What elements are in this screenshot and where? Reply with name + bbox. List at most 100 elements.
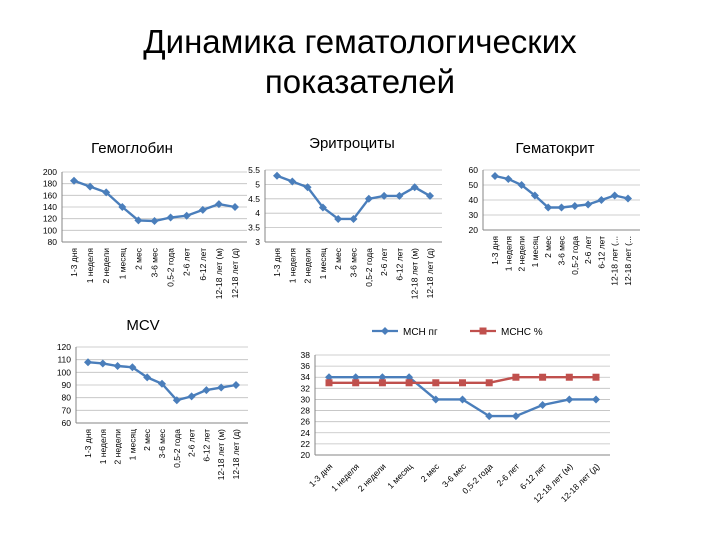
- slide-title: Динамика гематологических показателей: [0, 22, 720, 102]
- data-point: [214, 200, 223, 209]
- x-tick-label: 6-12 лет: [198, 248, 208, 281]
- data-point: [530, 191, 539, 200]
- data-point: [334, 214, 343, 223]
- y-tick-label: 4: [255, 208, 260, 218]
- data-point: [198, 205, 207, 214]
- data-point: [217, 383, 226, 392]
- data-point: [584, 200, 593, 209]
- legend-label: MCHC %: [501, 327, 543, 338]
- x-tick-label: 6-12 лет: [394, 248, 404, 281]
- x-tick-label: 1-3 дня: [69, 248, 79, 277]
- data-point: [84, 358, 92, 367]
- x-tick-label: 2 недели: [356, 461, 388, 493]
- data-point: [565, 373, 573, 381]
- x-tick-label: 1 месяц: [318, 248, 328, 280]
- data-point: [351, 373, 360, 382]
- y-tick-label: 32: [301, 383, 311, 393]
- y-tick-label: 34: [301, 372, 311, 382]
- data-point: [432, 379, 440, 387]
- x-tick-label: 2-6 лет: [379, 248, 389, 276]
- x-tick-label: 2 недели: [303, 248, 313, 284]
- x-tick-label: 2-6 лет: [182, 248, 192, 276]
- y-tick-label: 100: [57, 367, 71, 377]
- x-tick-label: 2 мес: [133, 247, 143, 270]
- data-point: [143, 373, 152, 382]
- data-point: [325, 373, 333, 382]
- data-point: [303, 183, 312, 192]
- y-tick-label: 50: [469, 180, 479, 190]
- data-point: [592, 395, 600, 404]
- data-point: [318, 203, 327, 212]
- y-tick-label: 3: [255, 237, 260, 247]
- data-point: [565, 395, 574, 404]
- data-point: [491, 172, 499, 180]
- x-tick-label: 2-6 лет: [583, 236, 593, 264]
- y-tick-label: 30: [469, 210, 479, 220]
- x-tick-label: 2-6 лет: [187, 429, 197, 457]
- erythrocytes-chart-title: Эритроциты: [309, 135, 395, 152]
- x-tick-label: 1 месяц: [385, 461, 414, 490]
- y-tick-label: 140: [43, 202, 57, 212]
- data-point: [624, 194, 632, 203]
- x-tick-label: 1-3 дня: [272, 248, 282, 277]
- data-point: [202, 386, 211, 395]
- x-tick-label: 1 неделя: [503, 236, 513, 272]
- data-point: [517, 181, 526, 189]
- y-tick-label: 120: [57, 342, 71, 352]
- hematocrit-chart-title: Гематокрит: [516, 140, 595, 157]
- data-point: [172, 396, 181, 405]
- legend-label: MCH пг: [403, 327, 438, 338]
- data-point: [166, 213, 175, 222]
- data-point: [395, 191, 404, 200]
- x-tick-label: 2 недели: [113, 429, 123, 465]
- data-point: [597, 196, 606, 204]
- data-point: [544, 203, 553, 212]
- data-point: [349, 214, 358, 223]
- x-tick-label: 6-12 лет: [596, 236, 606, 269]
- data-point: [273, 171, 281, 180]
- x-tick-label: 12-18 лет (д): [230, 248, 240, 299]
- x-tick-label: 12-18 лет (м): [216, 429, 226, 480]
- data-point: [539, 373, 547, 381]
- data-point: [232, 381, 240, 389]
- data-point: [288, 177, 297, 186]
- x-tick-label: 1 неделя: [287, 248, 297, 284]
- data-point: [70, 176, 78, 185]
- data-point: [405, 379, 413, 387]
- x-tick-label: 12-18 лет (...: [610, 236, 620, 286]
- x-tick-label: 1 месяц: [530, 236, 540, 268]
- y-tick-label: 110: [57, 355, 71, 365]
- legend-marker: [479, 327, 487, 335]
- x-tick-label: 0,5-2 года: [172, 429, 182, 468]
- data-point: [231, 203, 239, 211]
- data-point: [592, 373, 600, 381]
- x-tick-label: 2 недели: [101, 248, 111, 284]
- x-tick-label: 1-3 дня: [83, 429, 93, 458]
- y-tick-label: 80: [48, 237, 58, 247]
- y-tick-label: 3.5: [248, 223, 260, 233]
- y-tick-label: 20: [469, 225, 479, 235]
- y-tick-label: 36: [301, 361, 311, 371]
- y-tick-label: 26: [301, 417, 311, 427]
- x-tick-label: 1-3 дня: [490, 236, 500, 265]
- x-tick-label: 0,5-2 года: [570, 236, 580, 275]
- y-tick-label: 40: [469, 195, 479, 205]
- y-tick-label: 4.5: [248, 194, 260, 204]
- x-tick-label: 1 неделя: [98, 429, 108, 465]
- y-tick-label: 200: [43, 167, 57, 177]
- data-point: [378, 379, 386, 387]
- data-point: [405, 373, 414, 382]
- x-tick-label: 1 месяц: [117, 248, 127, 280]
- data-point: [431, 395, 440, 404]
- x-tick-label: 2 мес: [419, 461, 442, 484]
- data-point: [86, 182, 95, 191]
- x-tick-label: 3-6 мес: [349, 247, 359, 277]
- y-tick-label: 28: [301, 406, 311, 416]
- data-point: [610, 191, 619, 200]
- data-point: [158, 379, 166, 388]
- y-tick-label: 70: [62, 405, 72, 415]
